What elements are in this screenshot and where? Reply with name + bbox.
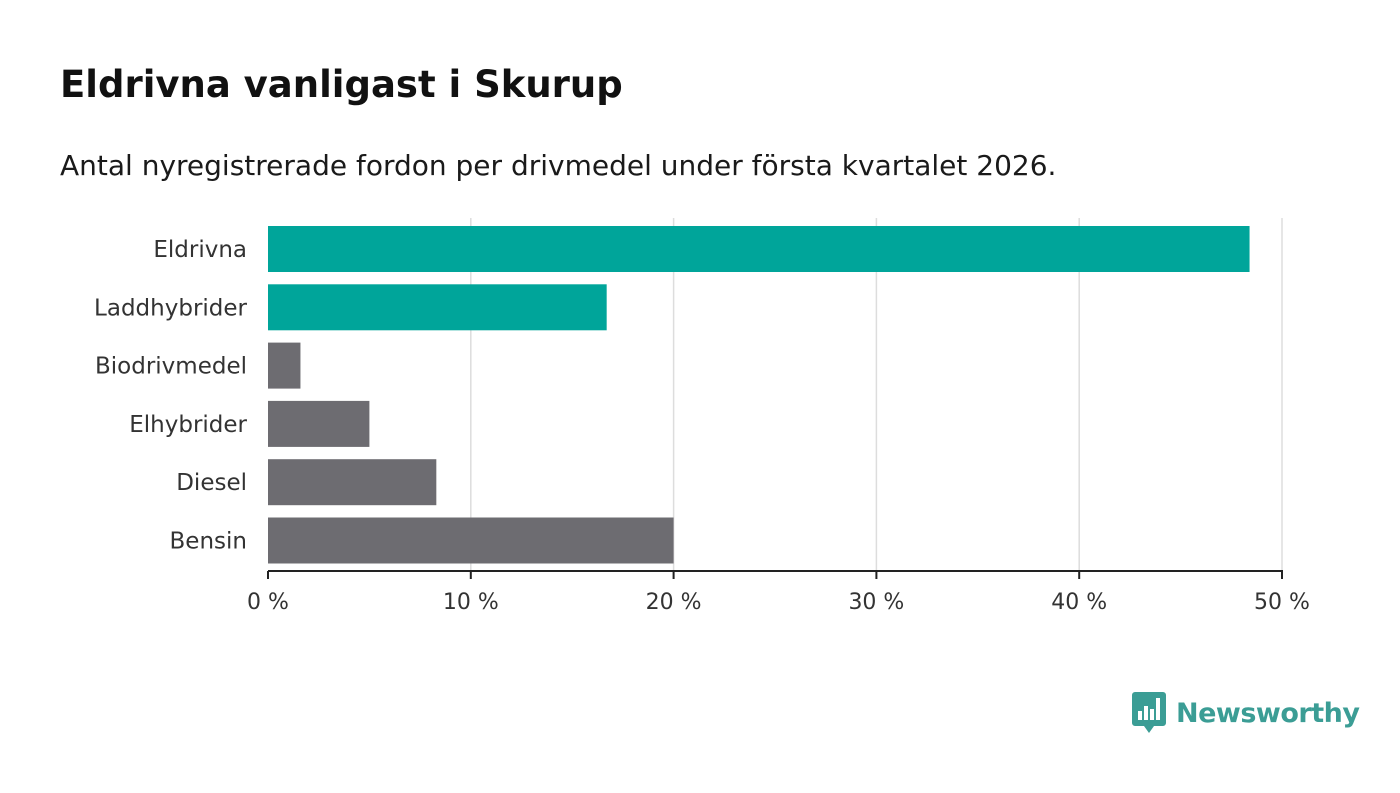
x-tick-label-20: 20 %	[646, 590, 702, 615]
x-tick-label-0: 0 %	[247, 590, 289, 615]
x-tick-label-50: 50 %	[1254, 590, 1310, 615]
brand-name: Newsworthy	[1176, 697, 1360, 729]
gridlines	[470, 218, 1283, 571]
bar-elhybrider	[268, 400, 370, 447]
category-label-elhybrider: Elhybrider	[129, 412, 247, 438]
chart-subtitle: Antal nyregistrerade fordon per drivmede…	[60, 149, 1057, 182]
category-label-eldrivna: Eldrivna	[153, 237, 247, 263]
x-axis: 0 % 10 % 20 % 30 % 40 % 50 %	[247, 570, 1310, 615]
bar-biodrivmedel	[268, 342, 301, 389]
newsworthy-logo: Newsworthy	[1132, 692, 1360, 734]
x-tick-label-40: 40 %	[1051, 590, 1107, 615]
bar-bensin	[268, 517, 674, 564]
bar-eldrivna	[268, 226, 1250, 272]
newsworthy-chart-icon	[1132, 692, 1166, 733]
category-label-bensin: Bensin	[170, 529, 247, 555]
bars	[268, 226, 1250, 564]
bar-laddhybrider	[268, 284, 607, 331]
x-tick-label-10: 10 %	[443, 590, 499, 615]
category-labels: Eldrivna Laddhybrider Biodrivmedel Elhybrid…	[94, 237, 247, 555]
bar-diesel	[268, 459, 437, 506]
category-label-diesel: Diesel	[176, 470, 247, 496]
chart-title: Eldrivna vanligast i Skurup	[60, 63, 623, 106]
category-label-laddhybrider: Laddhybrider	[94, 295, 247, 321]
category-label-biodrivmedel: Biodrivmedel	[95, 354, 247, 380]
x-tick-label-30: 30 %	[848, 590, 904, 615]
